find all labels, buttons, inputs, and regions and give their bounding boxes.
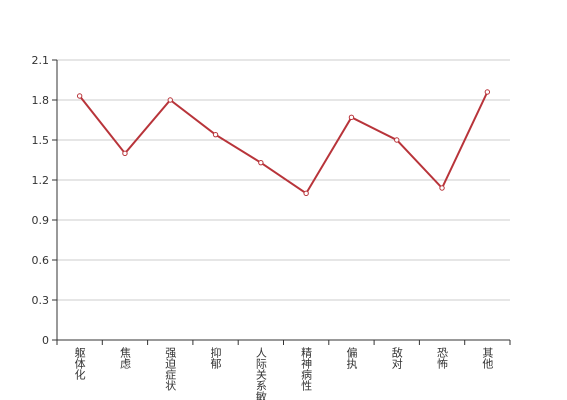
y-tick-label: 1.5 <box>32 134 50 147</box>
point <box>122 150 128 157</box>
y-tick-label: 0.3 <box>32 294 50 307</box>
x-tick-label: 焦虑 <box>118 347 131 369</box>
x-tick-label: 抑郁 <box>209 346 222 369</box>
point <box>439 185 445 191</box>
point <box>394 137 400 143</box>
x-tick-label: 偏执 <box>345 346 358 370</box>
x-tick-label: 精神病性 <box>300 347 313 392</box>
y-tick-label: 1.8 <box>32 94 50 107</box>
x-tick-label: 强迫症状 <box>164 347 177 391</box>
y-tick-label: 1.2 <box>32 174 50 187</box>
line <box>78 91 489 195</box>
x-tick-label: 敌对 <box>390 346 403 369</box>
point <box>484 89 491 95</box>
point <box>212 131 219 138</box>
x-tick-label: 人际关系敏感 <box>254 347 267 400</box>
y-tick-label: 0.9 <box>32 214 50 227</box>
y-tick-label: 0.6 <box>32 254 50 267</box>
x-tick-label: 其他 <box>481 347 494 369</box>
x-tick-label: 躯体化 <box>73 347 86 381</box>
point <box>348 114 355 121</box>
y-tick-label: 0 <box>42 334 49 347</box>
y-tick-label: 2.1 <box>32 54 50 67</box>
point <box>167 97 173 103</box>
point <box>303 190 309 197</box>
point <box>258 159 264 166</box>
point <box>76 93 83 99</box>
x-tick-label: 恐怖 <box>436 347 449 369</box>
